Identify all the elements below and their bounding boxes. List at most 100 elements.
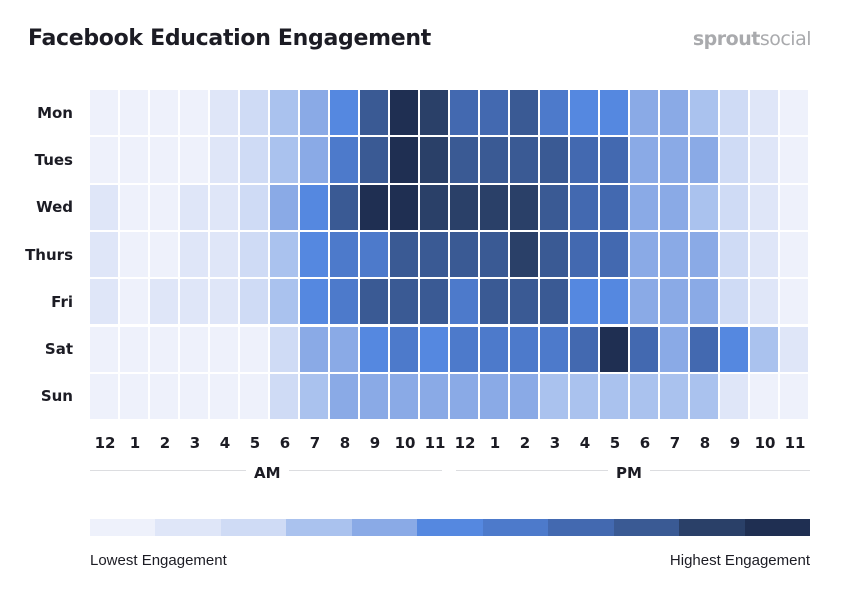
am-label: AM — [246, 464, 289, 482]
hour-label: 3 — [189, 434, 201, 452]
hour-label: 4 — [579, 434, 591, 452]
heatmap-cell — [480, 231, 508, 278]
heatmap-cell — [720, 373, 748, 420]
heatmap-cell — [540, 279, 568, 325]
legend-swatch — [679, 519, 746, 536]
heatmap-cell — [720, 137, 748, 183]
hour-label: 1 — [129, 434, 141, 452]
heatmap-cell — [510, 326, 538, 372]
heatmap-cell — [180, 231, 208, 278]
chart-title: Facebook Education Engagement — [28, 26, 431, 51]
heatmap-cell — [150, 326, 178, 372]
heatmap-cell — [420, 231, 448, 278]
heatmap-cell — [180, 373, 208, 420]
heatmap-cell — [750, 137, 778, 183]
heatmap-cell — [240, 137, 268, 183]
heatmap-cell — [450, 184, 478, 230]
heatmap-cell — [240, 184, 268, 230]
heatmap-cell — [240, 90, 268, 136]
legend-swatch — [155, 519, 222, 536]
heatmap-cell — [330, 184, 358, 230]
row-label: Thurs — [25, 245, 73, 264]
heatmap-cell — [510, 90, 538, 136]
heatmap-cell — [570, 231, 598, 278]
hour-label: 11 — [424, 434, 446, 452]
heatmap-cell — [780, 184, 808, 230]
heatmap-cell — [690, 231, 718, 278]
heatmap-cell — [390, 90, 418, 136]
legend-swatch — [417, 519, 484, 536]
heatmap-cell — [450, 373, 478, 420]
legend-low-label: Lowest Engagement — [90, 552, 227, 569]
heatmap-cell — [690, 279, 718, 325]
heatmap-cell — [750, 326, 778, 372]
heatmap-cell — [780, 137, 808, 183]
heatmap-cell — [660, 279, 688, 325]
heatmap-cell — [420, 90, 448, 136]
heatmap-cell — [300, 326, 328, 372]
heatmap-cell — [90, 326, 118, 372]
heatmap-cell — [420, 279, 448, 325]
heatmap-cell — [390, 137, 418, 183]
heatmap-cell — [720, 231, 748, 278]
hour-label: 9 — [729, 434, 741, 452]
heatmap-cell — [300, 137, 328, 183]
heatmap-cell — [510, 137, 538, 183]
heatmap-cell — [120, 184, 148, 230]
heatmap-cell — [600, 137, 628, 183]
heatmap-cell — [720, 90, 748, 136]
heatmap-cell — [90, 90, 118, 136]
hour-label: 3 — [549, 434, 561, 452]
heatmap-cell — [750, 90, 778, 136]
heatmap-cell — [480, 90, 508, 136]
heatmap-cell — [300, 184, 328, 230]
sproutsocial-logo: sproutsocial — [692, 28, 812, 50]
heatmap-cell — [570, 184, 598, 230]
heatmap-cell — [180, 184, 208, 230]
hour-label: 12 — [94, 434, 116, 452]
heatmap-cell — [780, 373, 808, 420]
heatmap-cell — [480, 373, 508, 420]
legend-swatch — [286, 519, 353, 536]
heatmap-cell — [120, 326, 148, 372]
hour-label: 2 — [519, 434, 531, 452]
row-label: Mon — [37, 103, 73, 122]
heatmap-cell — [330, 326, 358, 372]
heatmap-cell — [150, 231, 178, 278]
heatmap-cell — [570, 326, 598, 372]
heatmap-cell — [390, 184, 418, 230]
heatmap-cell — [630, 90, 658, 136]
heatmap-cell — [270, 90, 298, 136]
heatmap-cell — [420, 184, 448, 230]
heatmap-cell — [630, 231, 658, 278]
heatmap-cell — [420, 137, 448, 183]
heatmap-cell — [240, 373, 268, 420]
heatmap-cell — [510, 184, 538, 230]
heatmap-cell — [750, 373, 778, 420]
heatmap-cell — [690, 373, 718, 420]
heatmap-cell — [210, 373, 238, 420]
heatmap-cell — [210, 231, 238, 278]
hour-label: 10 — [394, 434, 416, 452]
heatmap-cell — [360, 137, 388, 183]
heatmap-cell — [240, 231, 268, 278]
heatmap-cell — [480, 326, 508, 372]
heatmap-cell — [690, 137, 718, 183]
heatmap-cell — [540, 90, 568, 136]
heatmap-cell — [450, 137, 478, 183]
hour-label: 10 — [754, 434, 776, 452]
heatmap-cell — [660, 137, 688, 183]
heatmap-cell — [780, 90, 808, 136]
heatmap-cell — [330, 279, 358, 325]
heatmap-cell — [600, 90, 628, 136]
heatmap-cell — [390, 326, 418, 372]
row-label: Fri — [51, 292, 73, 311]
heatmap-cell — [570, 137, 598, 183]
heatmap-cell — [300, 90, 328, 136]
heatmap-cell — [270, 279, 298, 325]
heatmap-cell — [630, 326, 658, 372]
heatmap-cell — [750, 184, 778, 230]
heatmap-cell — [270, 326, 298, 372]
hour-label: 4 — [219, 434, 231, 452]
heatmap-cell — [570, 373, 598, 420]
